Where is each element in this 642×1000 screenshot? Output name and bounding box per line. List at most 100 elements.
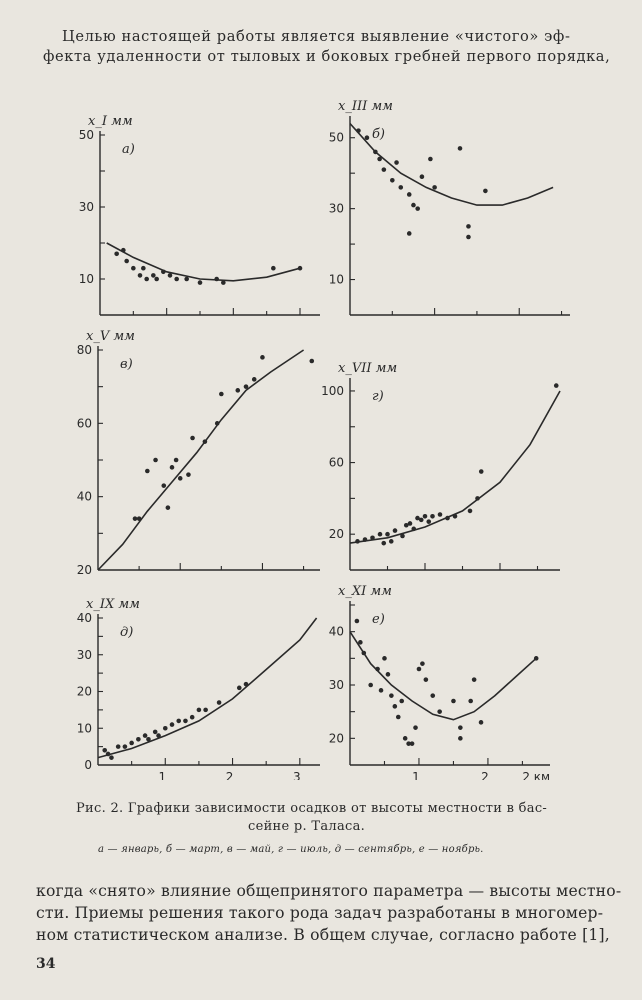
panel-label: д) xyxy=(120,625,133,640)
x-tick-label: 3 xyxy=(293,770,301,780)
x-tick-label: 1 xyxy=(158,770,166,780)
data-point xyxy=(467,508,473,514)
data-point xyxy=(430,693,436,698)
data-point xyxy=(177,476,183,481)
data-point xyxy=(174,276,179,282)
data-point xyxy=(423,677,429,682)
data-point xyxy=(260,355,265,360)
data-point xyxy=(131,265,136,271)
data-point xyxy=(398,185,404,190)
body-text-line-4: сти. Приемы решения такого рода задач ра… xyxy=(36,904,604,922)
data-point xyxy=(381,167,387,172)
data-point xyxy=(202,439,208,444)
data-point xyxy=(368,682,373,688)
data-point xyxy=(377,156,382,162)
y-tick-label: 20 xyxy=(77,563,92,577)
data-point xyxy=(411,526,417,532)
data-point xyxy=(243,384,249,389)
data-point xyxy=(370,535,375,541)
data-point xyxy=(358,640,363,645)
trend-curve xyxy=(349,122,554,206)
data-point xyxy=(142,733,148,738)
data-point xyxy=(458,725,463,730)
y-tick-label: 30 xyxy=(329,678,344,692)
chart-panel-a: 10 30 50x_I мм а) xyxy=(79,114,320,316)
data-point xyxy=(361,650,367,656)
data-point xyxy=(156,733,161,738)
data-point xyxy=(457,146,463,151)
chart-panel-e: 20 30 40 1 2 2 км x_XI мм е) xyxy=(329,584,550,780)
data-point xyxy=(478,720,484,725)
y-tick-label: 20 xyxy=(329,527,344,541)
data-point xyxy=(144,276,149,282)
data-point xyxy=(411,202,416,208)
data-point xyxy=(146,736,151,742)
data-point xyxy=(415,206,420,211)
data-point xyxy=(197,280,203,285)
data-point xyxy=(533,656,539,661)
y-tick-label: 60 xyxy=(329,456,344,470)
body-text-line-2: фекта удаленности от тыловых и боковых г… xyxy=(43,48,611,65)
data-point xyxy=(483,188,488,194)
data-point xyxy=(392,528,398,533)
data-point xyxy=(394,160,399,165)
data-point xyxy=(475,496,480,501)
chart-panel-g: 20 60 100 x_VII мм г) xyxy=(321,361,561,571)
data-point xyxy=(154,276,159,282)
panel-label: а) xyxy=(122,142,135,157)
trend-curve xyxy=(349,631,537,721)
figure-caption-line-2: сейне р. Таласа. xyxy=(248,819,366,834)
trend-curve xyxy=(106,242,301,282)
data-point xyxy=(420,661,425,666)
data-point xyxy=(114,251,119,257)
data-point xyxy=(385,531,390,537)
panel-label: е) xyxy=(372,612,385,627)
data-point xyxy=(214,276,219,282)
data-point xyxy=(221,280,226,285)
data-point xyxy=(382,656,387,661)
data-point xyxy=(403,522,409,528)
data-point xyxy=(173,457,179,463)
data-point xyxy=(452,513,458,519)
data-point xyxy=(105,751,111,757)
data-point xyxy=(186,472,191,477)
data-point xyxy=(466,224,471,229)
data-point xyxy=(121,247,126,253)
y-tick-label: 80 xyxy=(77,343,92,357)
data-point xyxy=(251,377,257,382)
data-point xyxy=(426,519,432,524)
y-tick-label: 30 xyxy=(329,202,344,216)
body-text-line-1: Целью настоящей работы является выявлени… xyxy=(62,28,571,45)
chart-panel-v: 20 40 60 80x_V мм в) xyxy=(77,329,320,577)
data-point xyxy=(169,722,175,727)
y-tick-label: 10 xyxy=(79,272,94,286)
data-point xyxy=(132,516,138,521)
data-point xyxy=(219,391,224,397)
figure-caption-line-1: Рис. 2. Графики зависимости осадков от в… xyxy=(76,801,548,816)
data-point xyxy=(136,516,142,521)
data-point xyxy=(189,714,195,720)
data-point xyxy=(395,714,401,720)
data-point xyxy=(124,258,129,264)
data-point xyxy=(409,741,415,746)
data-point xyxy=(419,174,425,180)
data-point xyxy=(390,177,395,183)
y-tick-label: 40 xyxy=(77,611,92,625)
y-tick-label: 30 xyxy=(79,200,94,214)
data-point xyxy=(451,698,456,704)
data-point xyxy=(136,736,141,742)
data-point xyxy=(402,736,408,741)
data-point xyxy=(169,465,175,470)
panel-label: г) xyxy=(372,389,384,404)
data-point xyxy=(389,693,394,698)
y-tick-label: 50 xyxy=(79,128,94,142)
data-point xyxy=(377,531,383,537)
data-point xyxy=(153,457,158,463)
data-point xyxy=(152,729,158,735)
data-point xyxy=(415,515,420,521)
data-point xyxy=(432,185,437,190)
x-tick-label: 2 xyxy=(226,770,234,780)
y-tick-label: 100 xyxy=(321,384,344,398)
data-point xyxy=(141,265,146,271)
data-point xyxy=(466,234,471,240)
